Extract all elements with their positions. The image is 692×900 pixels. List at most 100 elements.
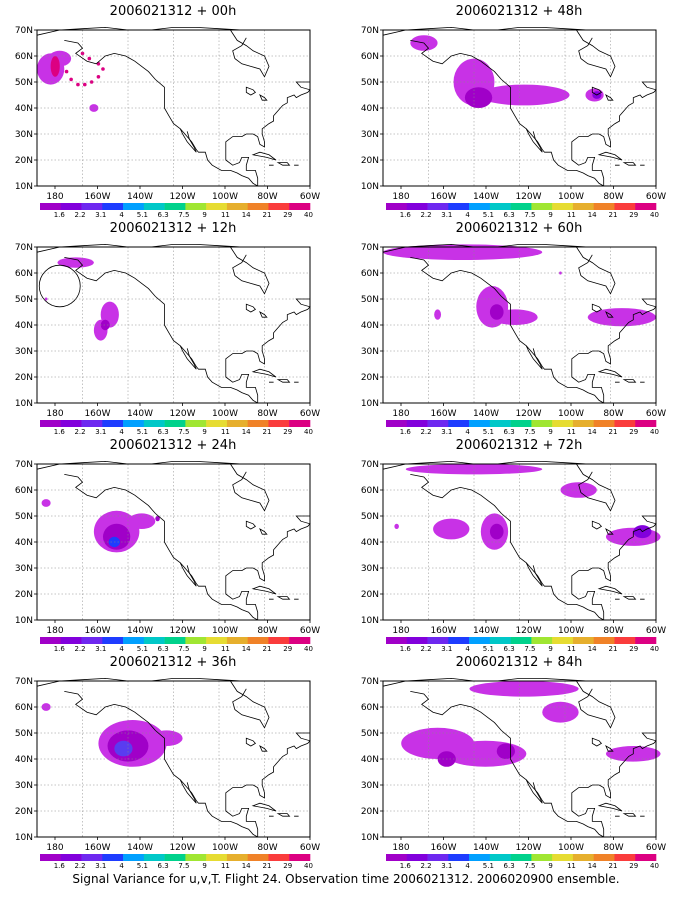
panel-title: 2006021312 + 84h xyxy=(455,655,583,670)
colorbar-label: 1.6 xyxy=(400,428,412,434)
colorbar-swatch xyxy=(289,420,311,427)
colorbar-swatch xyxy=(531,203,553,210)
colorbar-label: 5.1 xyxy=(137,428,148,434)
colorbar-swatch xyxy=(143,203,165,210)
colorbar-label: 21 xyxy=(263,428,272,434)
lat-label: 20N xyxy=(361,156,379,166)
panel-title: 2006021312 + 00h xyxy=(109,4,237,19)
colorbar-label: 21 xyxy=(263,862,272,868)
colorbar-label: 40 xyxy=(650,862,659,868)
lat-label: 50N xyxy=(361,512,379,522)
panel-title: 2006021312 + 48h xyxy=(455,4,583,19)
lat-label: 20N xyxy=(15,373,33,383)
lon-label: 100W xyxy=(558,192,584,202)
lon-label: 120W xyxy=(169,843,195,853)
obs-dot xyxy=(82,82,87,87)
lat-label: 30N xyxy=(15,564,33,574)
colorbar-swatch xyxy=(572,420,594,427)
lon-label: 140W xyxy=(473,192,499,202)
colorbar-label: 40 xyxy=(304,645,313,651)
colorbar-label: 6.3 xyxy=(158,211,169,217)
lat-label: 20N xyxy=(361,590,379,600)
lon-label: 140W xyxy=(473,843,499,853)
lon-label: 60W xyxy=(300,409,320,419)
colorbar-label: 6.3 xyxy=(504,645,515,651)
colorbar-swatch xyxy=(469,203,491,210)
colorbar-label: 4 xyxy=(119,428,124,434)
lat-label: 70N xyxy=(361,26,379,36)
colorbar-swatch xyxy=(386,203,408,210)
colorbar-label: 14 xyxy=(588,428,597,434)
colorbar: 1.6 2.2 3.1 4 5.1 6.3 7.5 9 11 14 21 29 40 xyxy=(40,637,313,651)
colorbar-label: 5.1 xyxy=(137,211,148,217)
colorbar-label: 21 xyxy=(609,211,618,217)
signal-fields xyxy=(41,703,183,767)
colorbar-label: 9 xyxy=(548,211,552,217)
colorbar-label: 14 xyxy=(242,428,251,434)
colorbar-swatch xyxy=(123,203,145,210)
colorbar-swatch xyxy=(572,854,594,861)
grid xyxy=(383,247,656,403)
coastlines xyxy=(382,243,657,404)
colorbar-swatch xyxy=(469,420,491,427)
coastlines xyxy=(382,677,657,838)
colorbar-swatch xyxy=(572,637,594,644)
obs-dot xyxy=(64,69,69,74)
panel-60h: 2006021312 + 60h 70N 60N 50N 40N 30N 20N 10N 18… xyxy=(346,217,692,434)
colorbar-swatch xyxy=(143,854,165,861)
lon-label: 160W xyxy=(84,626,110,636)
lon-label: 180 xyxy=(46,843,63,853)
lon-label: 180 xyxy=(46,192,63,202)
colorbar-label: 6.3 xyxy=(158,862,169,868)
colorbar-swatch xyxy=(40,854,62,861)
map-48h: 70N 60N 50N 40N 30N 20N 10N 180 160W 140W 120W 100W… xyxy=(361,26,666,217)
lat-label: 20N xyxy=(15,156,33,166)
colorbar-label: 21 xyxy=(609,428,618,434)
colorbar-swatch xyxy=(510,637,532,644)
colorbar-swatch xyxy=(185,854,207,861)
colorbar-label: 7.5 xyxy=(178,645,189,651)
lon-label: 160W xyxy=(84,192,110,202)
colorbar-label: 1.6 xyxy=(400,211,412,217)
lat-label: 40N xyxy=(361,538,379,548)
colorbar-label: 2.2 xyxy=(74,428,85,434)
lon-label: 100W xyxy=(212,843,238,853)
lon-label: 180 xyxy=(46,409,63,419)
map-12h: 70N 60N 50N 40N 30N 20N 10N 180 160W 140W 120W 100W… xyxy=(15,243,320,434)
lat-label: 40N xyxy=(361,104,379,114)
colorbar-label: 2.2 xyxy=(420,862,431,868)
lon-label: 80W xyxy=(257,843,277,853)
lon-label: 160W xyxy=(84,409,110,419)
colorbar-swatch xyxy=(102,203,124,210)
colorbar-swatch xyxy=(448,637,470,644)
lat-label: 10N xyxy=(15,399,33,409)
colorbar-swatch xyxy=(247,854,269,861)
colorbar-swatch xyxy=(289,203,311,210)
lon-label: 60W xyxy=(300,626,320,636)
colorbar-swatch xyxy=(427,203,449,210)
colorbar-swatch xyxy=(123,854,145,861)
lat-label: 50N xyxy=(15,295,33,305)
colorbar-label: 2.2 xyxy=(420,211,431,217)
colorbar-label: 9 xyxy=(202,645,206,651)
colorbar-label: 9 xyxy=(202,862,206,868)
lat-label: 10N xyxy=(15,833,33,843)
colorbar-swatch xyxy=(247,637,269,644)
colorbar-label: 5.1 xyxy=(137,862,148,868)
colorbar-swatch xyxy=(489,420,511,427)
obs-dot xyxy=(69,77,73,82)
lon-label: 80W xyxy=(603,626,623,636)
panel-title: 2006021312 + 36h xyxy=(109,655,237,670)
lon-label: 80W xyxy=(603,843,623,853)
colorbar-swatch xyxy=(531,420,553,427)
lat-label: 50N xyxy=(15,78,33,88)
lon-label: 60W xyxy=(646,843,666,853)
colorbar-swatch xyxy=(531,854,553,861)
panel-title: 2006021312 + 12h xyxy=(109,221,237,236)
colorbar-label: 40 xyxy=(304,211,313,217)
colorbar-swatch xyxy=(123,420,145,427)
colorbar-label: 9 xyxy=(202,428,206,434)
colorbar-swatch xyxy=(386,854,408,861)
map-72h: 70N 60N 50N 40N 30N 20N 10N 180 160W 140W 120W 100W… xyxy=(361,460,666,651)
colorbar-swatch xyxy=(510,420,532,427)
